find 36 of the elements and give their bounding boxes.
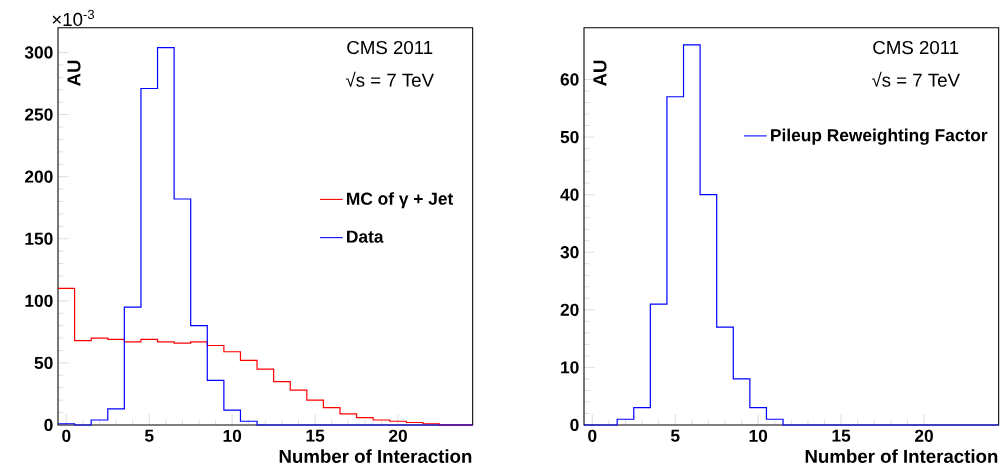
legend-label: Pileup Reweighting Factor xyxy=(771,128,988,145)
x-tick-label: 20 xyxy=(914,429,933,442)
y-tick-label: 100 xyxy=(25,294,53,307)
y-tick-label: 0 xyxy=(44,418,53,432)
y-tick-label: 20 xyxy=(560,303,579,316)
annotation: CMS 2011 xyxy=(873,40,959,55)
y-tick-label: 200 xyxy=(24,170,53,183)
annotation: √s = 7 TeV xyxy=(345,71,434,87)
y-tick-label: 30 xyxy=(560,246,579,259)
text: ×10$^{-3}$ xyxy=(52,9,95,27)
x-tick-label: 0 xyxy=(588,429,597,442)
x-axis-title: Number of Interaction xyxy=(279,449,472,463)
x-tick-label: 20 xyxy=(389,429,407,442)
legend-label: MC of γ + Jet xyxy=(347,192,454,209)
y-tick-label: 300 xyxy=(24,46,53,59)
y-tick-label: 40 xyxy=(560,188,579,201)
y-axis-title: AU xyxy=(593,60,607,87)
annotation: CMS 2011 xyxy=(347,40,433,55)
x-tick-label: 10 xyxy=(749,429,768,442)
y-tick-label: 10 xyxy=(561,361,579,374)
y-tick-label: 50 xyxy=(560,130,579,144)
y-tick-label: 250 xyxy=(24,108,53,121)
y-axis-title: AU xyxy=(67,60,81,87)
y-tick-label: 60 xyxy=(560,73,579,86)
y-tick-label: 0 xyxy=(570,418,579,432)
x-tick-label: 15 xyxy=(832,429,851,442)
x-tick-label: 5 xyxy=(670,429,680,442)
x-tick-label: 5 xyxy=(144,429,154,442)
y-tick-label: 150 xyxy=(25,232,53,245)
y-tick-label: 50 xyxy=(34,356,53,370)
x-tick-label: 15 xyxy=(306,429,325,442)
x-tick-label: 10 xyxy=(223,429,242,442)
x-tick-label: 0 xyxy=(62,429,71,442)
annotation: √s = 7 TeV xyxy=(871,71,960,87)
x-axis-title: Number of Interaction xyxy=(805,449,998,463)
legend-label: Data xyxy=(347,230,384,243)
